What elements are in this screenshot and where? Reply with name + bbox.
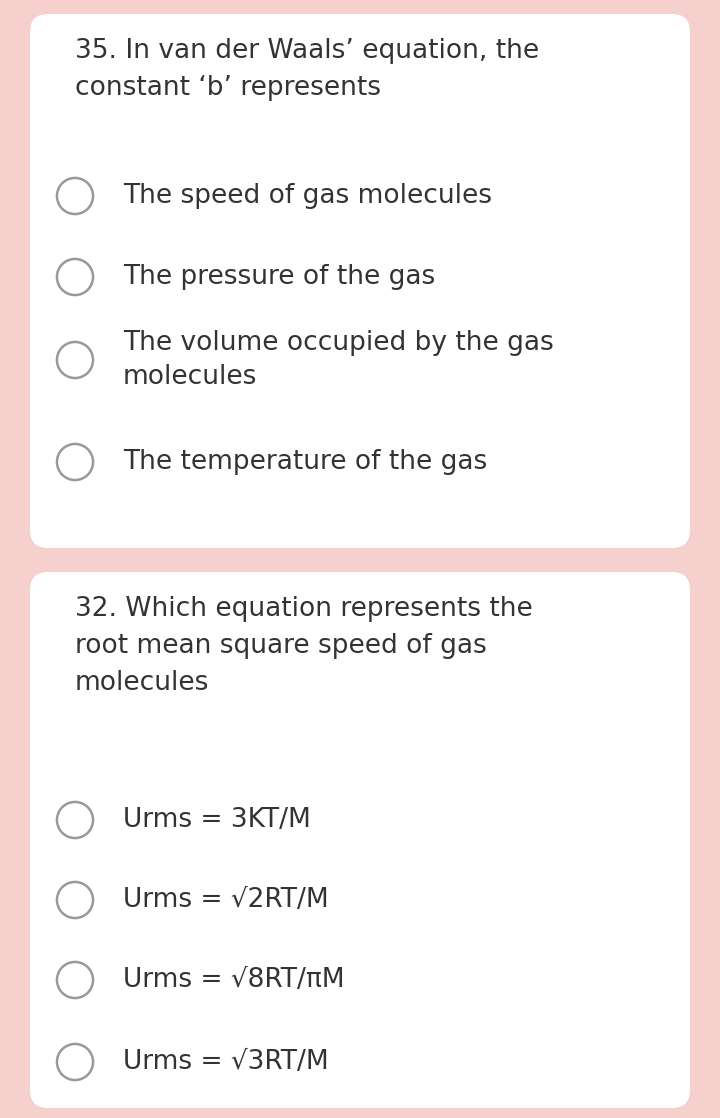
Text: The speed of gas molecules: The speed of gas molecules	[123, 183, 492, 209]
FancyBboxPatch shape	[30, 572, 690, 1108]
Text: The volume occupied by the gas
molecules: The volume occupied by the gas molecules	[123, 330, 554, 390]
Text: Urms = 3KT/M: Urms = 3KT/M	[123, 807, 311, 833]
Text: Urms = √3RT/M: Urms = √3RT/M	[123, 1049, 329, 1076]
FancyBboxPatch shape	[30, 15, 690, 548]
Text: Urms = √8RT/πM: Urms = √8RT/πM	[123, 967, 345, 993]
Text: The pressure of the gas: The pressure of the gas	[123, 264, 436, 290]
Text: Urms = √2RT/M: Urms = √2RT/M	[123, 887, 329, 913]
Text: 35. In van der Waals’ equation, the
constant ‘b’ represents: 35. In van der Waals’ equation, the cons…	[75, 38, 539, 101]
Text: 32. Which equation represents the
root mean square speed of gas
molecules: 32. Which equation represents the root m…	[75, 596, 533, 697]
Text: The temperature of the gas: The temperature of the gas	[123, 449, 487, 475]
